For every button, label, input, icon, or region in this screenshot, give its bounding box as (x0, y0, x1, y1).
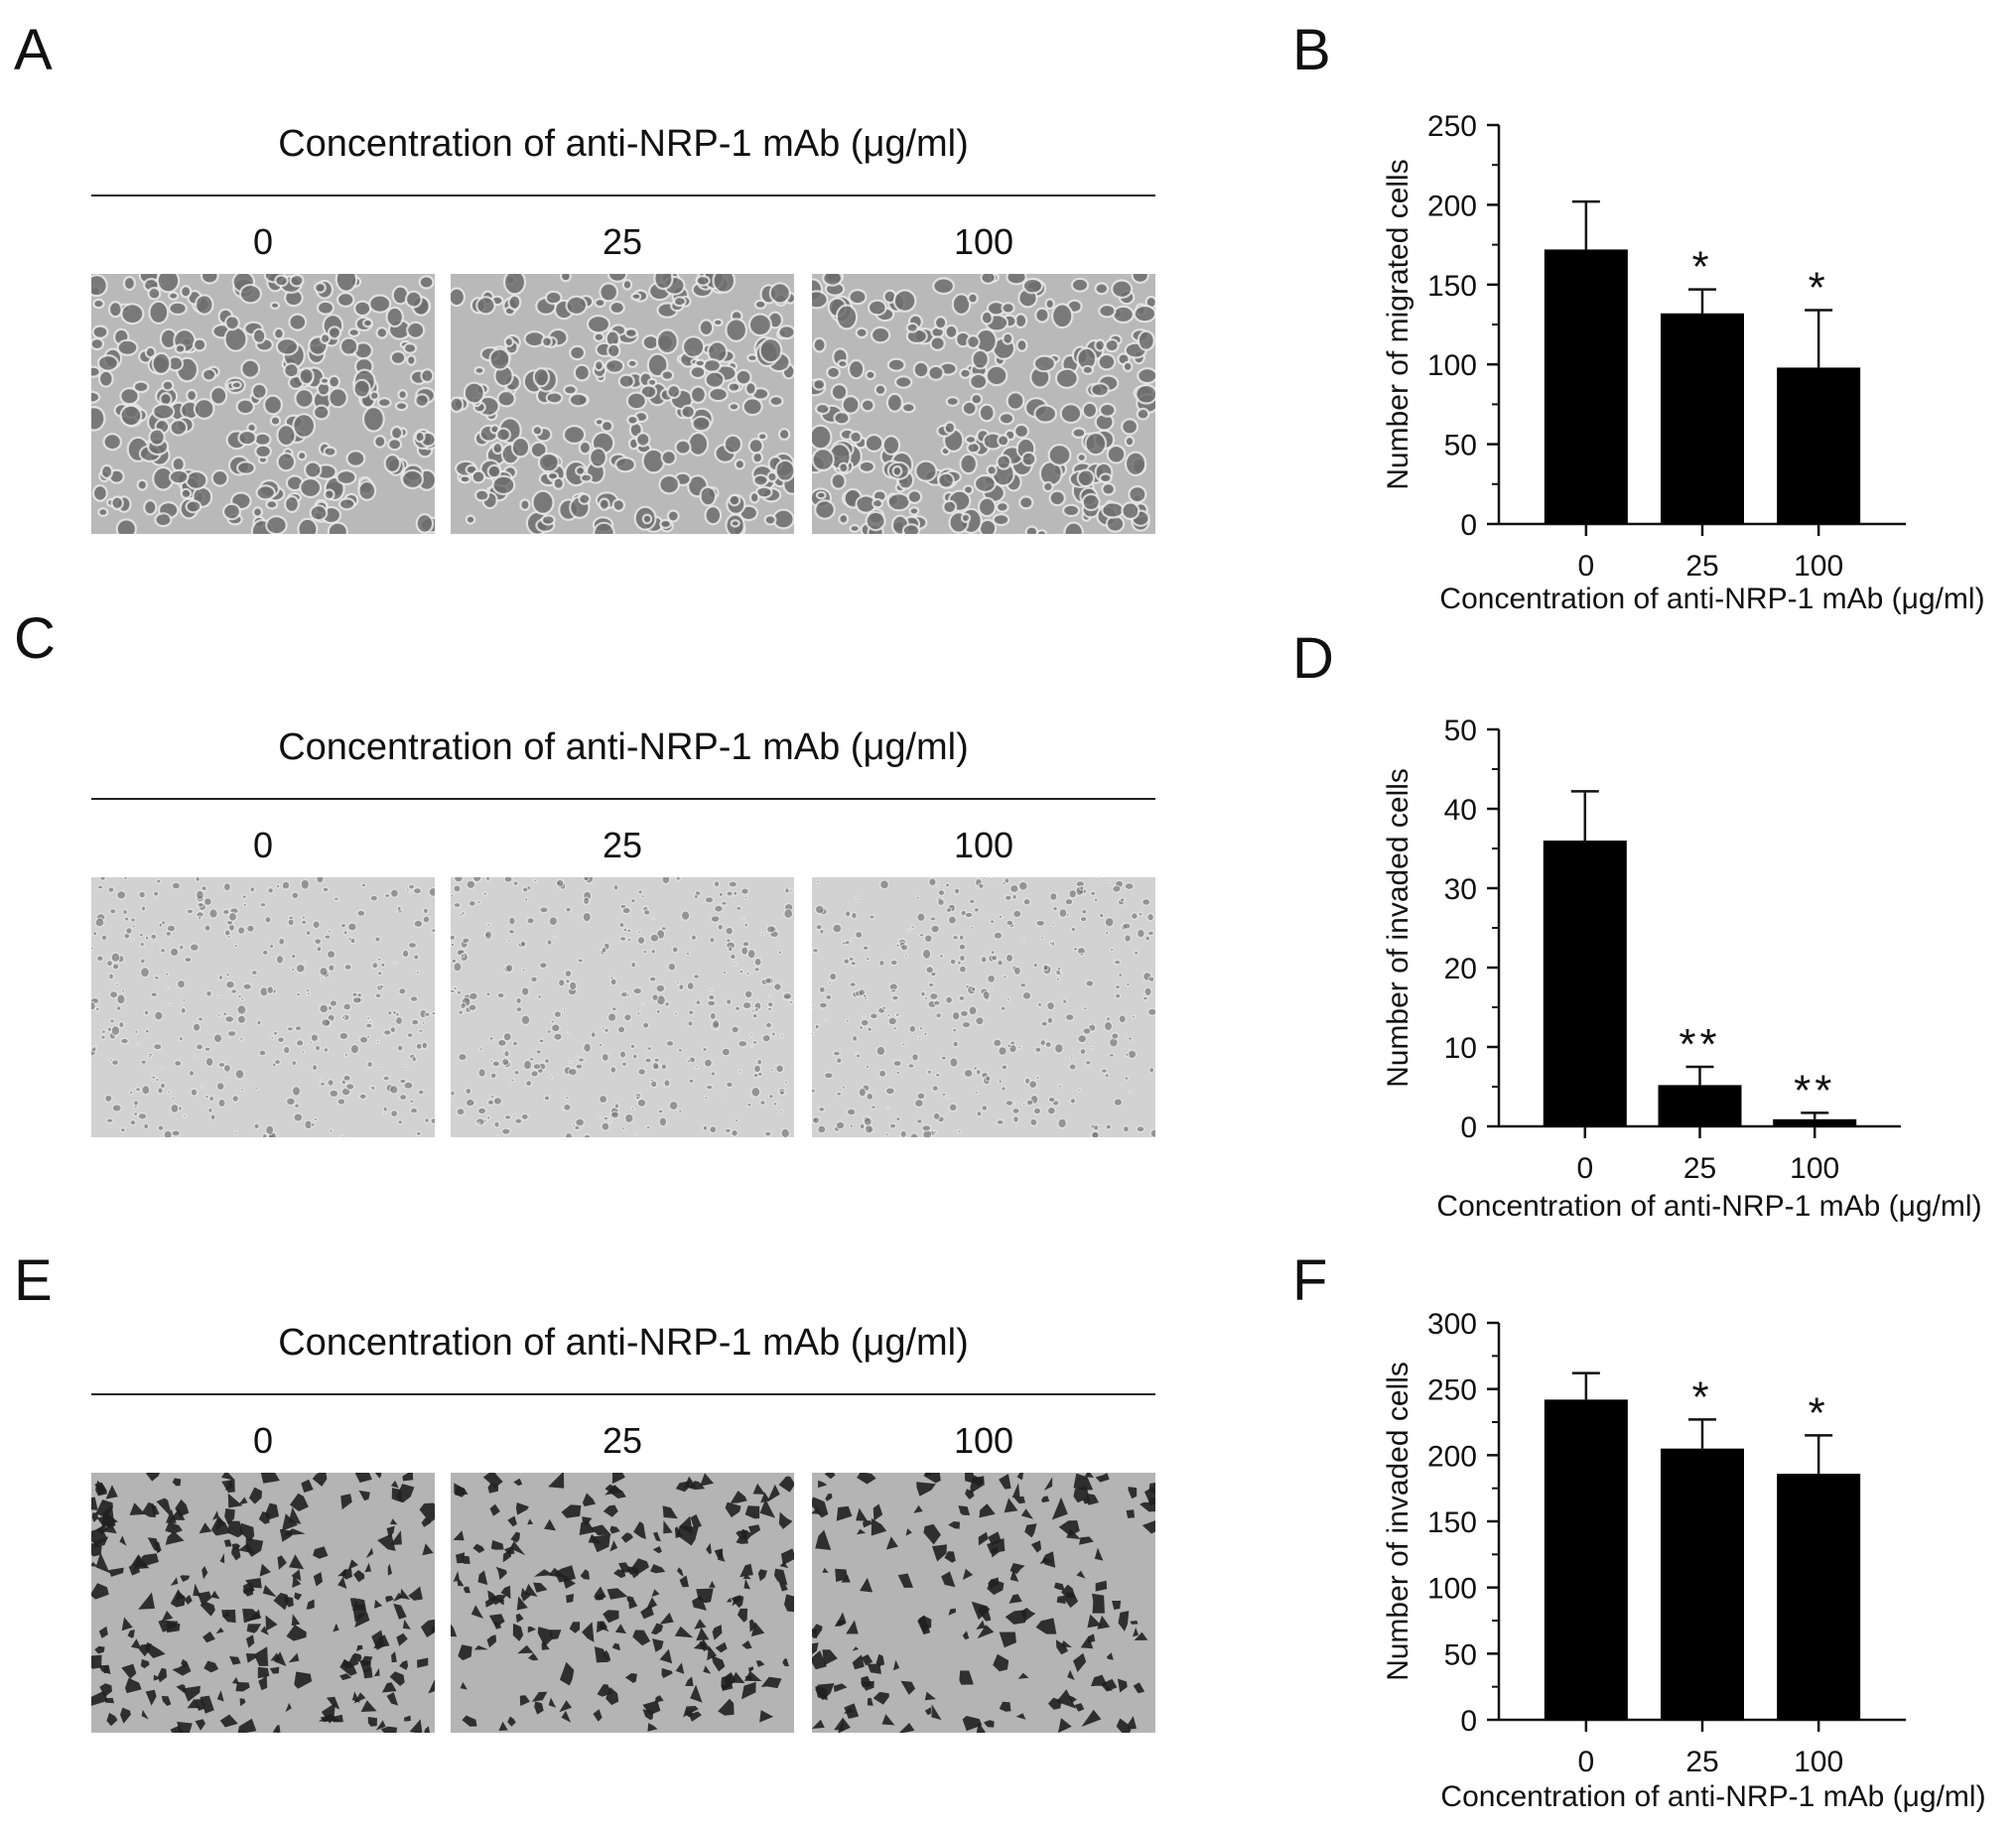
y-tick-label: 0 (1460, 1111, 1477, 1144)
x-axis-label: Concentration of anti-NRP-1 mAb (μg/ml) (1440, 1780, 1985, 1813)
cell-texture (451, 1473, 794, 1732)
y-tick-label: 50 (1444, 715, 1477, 747)
micrograph-image (812, 1473, 1155, 1733)
y-tick-label: 100 (1427, 349, 1477, 382)
y-axis-label: Number of migrated cells (1382, 159, 1414, 489)
concentration-label: 0 (252, 1420, 274, 1461)
micrograph-image (451, 877, 794, 1137)
cell-texture (91, 1473, 435, 1733)
significance-marker: ** (1679, 1020, 1720, 1069)
row-divider (91, 1393, 1155, 1395)
row-divider (91, 798, 1155, 800)
cell-texture (812, 1473, 1155, 1733)
concentration-label: 0 (252, 221, 274, 262)
significance-marker: * (1809, 1388, 1829, 1437)
y-axis-label: Number of invaded cells (1382, 768, 1414, 1088)
y-tick-label: 250 (1427, 110, 1477, 143)
bar (1544, 249, 1628, 524)
concentration-label: 0 (252, 825, 274, 865)
y-tick-label: 150 (1427, 270, 1477, 303)
x-tick-label: 100 (1794, 550, 1843, 583)
x-tick-label: 100 (1794, 1746, 1843, 1778)
bar-chart-f: 0 50 100 150 200 250 300 0 25 * 100 * Concentration … (1382, 1308, 1986, 1813)
y-tick-label: 30 (1444, 873, 1477, 906)
y-tick-label: 200 (1427, 190, 1477, 222)
bar (1777, 1474, 1861, 1720)
bar (1544, 1399, 1628, 1720)
micrograph-image (812, 877, 1155, 1137)
y-tick-label: 50 (1444, 1638, 1477, 1671)
y-tick-label: 20 (1444, 953, 1477, 985)
concentration-label: 100 (953, 1420, 1014, 1461)
micrograph-row-a: Concentration of anti-NRP-1 mAb (μg/ml) … (91, 125, 1155, 542)
y-tick-label: 250 (1427, 1374, 1477, 1407)
x-tick-label: 0 (1578, 1746, 1595, 1778)
cell-texture (812, 274, 1155, 534)
cell-texture (451, 274, 794, 534)
concentration-label: 100 (953, 825, 1014, 865)
x-tick-label: 100 (1790, 1152, 1839, 1185)
y-tick-label: 0 (1460, 1705, 1477, 1738)
cell-texture (91, 877, 435, 1137)
panel-letter-a: A (14, 18, 53, 82)
concentration-label: 25 (602, 221, 643, 262)
x-tick-label: 25 (1685, 1746, 1718, 1778)
micrograph-image (91, 274, 435, 534)
x-tick-label: 25 (1683, 1152, 1716, 1185)
micrograph-image (451, 1473, 794, 1733)
x-tick-label: 25 (1685, 550, 1718, 583)
bar (1661, 1448, 1744, 1720)
significance-marker: * (1809, 264, 1829, 313)
y-tick-label: 0 (1460, 509, 1477, 542)
row-title: Concentration of anti-NRP-1 mAb (μg/ml) (278, 1322, 969, 1364)
bar (1543, 841, 1627, 1126)
row-title: Concentration of anti-NRP-1 mAb (μg/ml) (278, 123, 969, 165)
bar (1777, 367, 1861, 524)
bar (1661, 313, 1744, 524)
y-tick-label: 200 (1427, 1440, 1477, 1473)
significance-marker: * (1691, 243, 1712, 292)
micrograph-row-c: Concentration of anti-NRP-1 mAb (μg/ml) … (91, 728, 1155, 1145)
cell-texture (91, 274, 435, 534)
significance-marker: ** (1794, 1066, 1835, 1114)
panel-letter-c: C (14, 606, 56, 671)
panel-letter-e: E (14, 1248, 53, 1313)
micrograph-row-e: Concentration of anti-NRP-1 mAb (μg/ml) … (91, 1324, 1155, 1741)
concentration-label: 100 (953, 221, 1014, 262)
micrograph-image (812, 274, 1155, 534)
x-axis-label: Concentration of anti-NRP-1 mAb (μg/ml) (1436, 1190, 1981, 1223)
row-divider (91, 195, 1155, 196)
cell-texture (451, 877, 794, 1137)
y-tick-label: 100 (1427, 1573, 1477, 1606)
y-tick-label: 300 (1427, 1308, 1477, 1341)
panel-letter-f: F (1292, 1248, 1328, 1313)
bar (1658, 1085, 1742, 1126)
x-tick-label: 0 (1578, 550, 1595, 583)
concentration-label: 25 (602, 825, 643, 865)
y-tick-label: 50 (1444, 430, 1477, 462)
panel-letter-d: D (1292, 626, 1334, 691)
bar-chart-d: 0 10 20 30 40 50 0 25 ** 100 ** Concentration of an… (1382, 715, 1982, 1223)
concentration-label: 25 (602, 1420, 643, 1461)
y-tick-label: 150 (1427, 1506, 1477, 1539)
y-tick-label: 40 (1444, 794, 1477, 827)
row-title: Concentration of anti-NRP-1 mAb (μg/ml) (278, 726, 969, 768)
micrograph-image (451, 274, 794, 534)
y-tick-label: 10 (1444, 1032, 1477, 1065)
significance-marker: * (1691, 1372, 1712, 1421)
micrograph-image (91, 877, 435, 1137)
x-tick-label: 0 (1576, 1152, 1593, 1185)
bar (1773, 1118, 1857, 1126)
micrograph-image (91, 1473, 435, 1733)
x-axis-label: Concentration of anti-NRP-1 mAb (μg/ml) (1439, 583, 1984, 615)
bar-chart-b: 0 50 100 150 200 250 0 25 * 100 * Concentration of … (1382, 110, 1985, 615)
panel-letter-b: B (1292, 18, 1331, 82)
cell-texture (812, 877, 1155, 1137)
y-axis-label: Number of invaded cells (1382, 1362, 1414, 1681)
